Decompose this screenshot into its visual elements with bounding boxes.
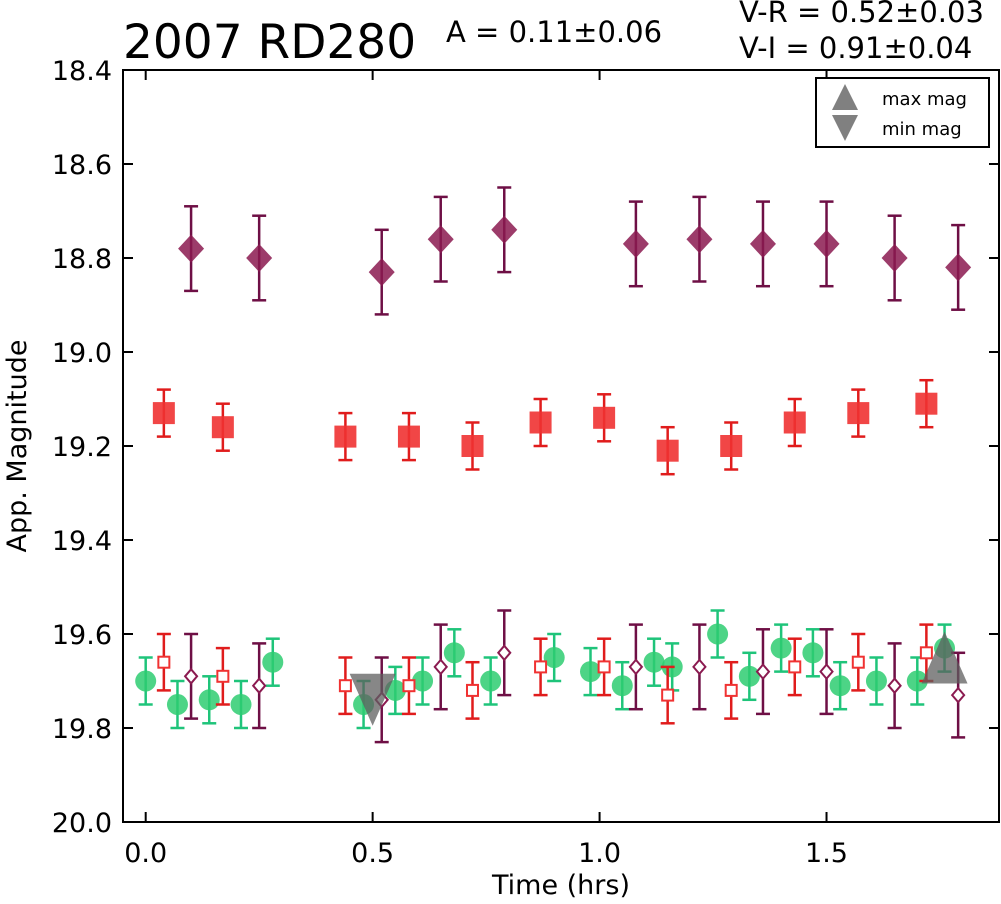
- data-point-circle: [412, 670, 434, 692]
- data-point-open-square: [724, 683, 738, 697]
- data-point-square: [461, 435, 484, 457]
- data-point-circle: [738, 665, 760, 687]
- data-point-open-square: [851, 655, 865, 669]
- data-point-diamond: [881, 244, 908, 272]
- data-point-circle: [443, 642, 465, 664]
- data-point-circle: [611, 675, 633, 697]
- data-point-circle: [906, 670, 928, 692]
- legend-max-mag-marker: [832, 84, 858, 110]
- data-point-circle: [480, 670, 502, 692]
- data-point-open-diamond: [887, 677, 902, 695]
- data-point-diamond: [368, 258, 395, 287]
- data-point-circle: [865, 670, 887, 692]
- legend-min-mag-marker: [832, 115, 858, 141]
- data-point-open-diamond: [755, 663, 771, 681]
- data-point-open-square: [534, 660, 548, 674]
- x-tick-label: 1.5: [805, 838, 848, 869]
- data-point-diamond: [491, 215, 518, 244]
- color-index-vi: V-I = 0.91±0.04: [739, 31, 972, 65]
- data-point-circle: [802, 642, 824, 664]
- data-point-circle: [135, 670, 157, 692]
- data-point-open-square: [157, 655, 171, 669]
- y-tick-label: 19.8: [52, 714, 112, 745]
- data-point-square: [915, 392, 938, 415]
- data-point-diamond: [427, 225, 454, 254]
- data-point-diamond: [178, 234, 205, 263]
- data-point-open-diamond: [819, 663, 834, 681]
- y-tick-label: 18.8: [52, 244, 112, 275]
- data-point-square: [211, 416, 234, 439]
- x-axis-label: Time (hrs): [491, 870, 630, 901]
- min-mag-marker: [349, 673, 396, 726]
- data-point-circle: [643, 651, 665, 673]
- data-point-diamond: [686, 225, 713, 254]
- legend-min-mag-label: min mag: [882, 119, 962, 140]
- data-point-circle: [262, 651, 284, 673]
- data-point-square: [847, 402, 870, 425]
- y-tick-label: 20.0: [52, 808, 112, 839]
- data-point-open-square: [465, 683, 479, 697]
- data-point-diamond: [945, 253, 972, 282]
- data-point-circle: [198, 689, 220, 711]
- color-index-vr: V-R = 0.52±0.03: [739, 0, 984, 29]
- x-tick-label: 0.0: [124, 838, 167, 869]
- data-point-diamond: [813, 229, 840, 258]
- data-point-diamond: [622, 229, 649, 258]
- max-mag-marker: [921, 631, 968, 684]
- data-point-open-square: [661, 688, 675, 702]
- data-point-square: [593, 406, 616, 429]
- data-point-open-square: [597, 660, 611, 674]
- data-point-open-square: [338, 679, 352, 693]
- amplitude-label: A = 0.11±0.06: [446, 15, 662, 49]
- x-tick-label: 0.5: [351, 838, 394, 869]
- data-point-square: [334, 425, 357, 448]
- data-point-open-diamond: [183, 667, 199, 685]
- axis-ticks: 0.0 0.5 1.0 1.5 18.4 18.6 18.8 19.0 19.2 19.4 19.6…: [52, 56, 999, 869]
- data-point-open-diamond: [251, 677, 267, 695]
- y-tick-label: 19.4: [52, 526, 112, 557]
- data-point-circle: [230, 694, 252, 715]
- y-tick-label: 18.4: [52, 56, 112, 87]
- data-point-open-diamond: [950, 686, 966, 704]
- legend-max-mag-label: max mag: [882, 89, 967, 110]
- data-point-open-diamond: [628, 658, 644, 676]
- x-tick-label: 1.0: [578, 838, 621, 869]
- data-point-open-diamond: [433, 658, 449, 676]
- y-tick-label: 19.2: [52, 432, 112, 463]
- data-point-square: [720, 435, 743, 457]
- data-point-square: [529, 411, 552, 434]
- plot-area-frame: [122, 69, 1000, 823]
- data-point-square: [152, 402, 175, 425]
- data-point-open-square: [788, 660, 802, 674]
- y-axis-label: App. Magnitude: [2, 340, 33, 553]
- data-point-diamond: [246, 244, 273, 272]
- legend: max mag min mag: [815, 77, 990, 148]
- data-point-square: [397, 425, 420, 448]
- data-point-open-square: [919, 646, 933, 660]
- y-tick-label: 19.0: [52, 338, 112, 369]
- data-point-circle: [580, 661, 602, 683]
- data-point-circle: [543, 647, 565, 668]
- data-point-circle: [770, 637, 792, 659]
- data-point-open-square: [402, 679, 416, 693]
- data-point-square: [656, 439, 679, 462]
- data-point-diamond: [749, 229, 776, 258]
- extrema-markers: [349, 631, 968, 726]
- data-point-circle: [829, 675, 851, 697]
- data-point-open-diamond: [496, 644, 512, 662]
- data-point-open-square: [216, 669, 230, 683]
- chart-title: 2007 RD280: [123, 15, 416, 70]
- data-point-open-diamond: [692, 658, 707, 676]
- y-tick-label: 19.6: [52, 620, 112, 651]
- data-point-circle: [166, 694, 188, 715]
- data-points: [135, 186, 972, 744]
- y-tick-label: 18.6: [52, 150, 112, 181]
- data-point-circle: [707, 623, 729, 645]
- data-point-square: [783, 411, 806, 434]
